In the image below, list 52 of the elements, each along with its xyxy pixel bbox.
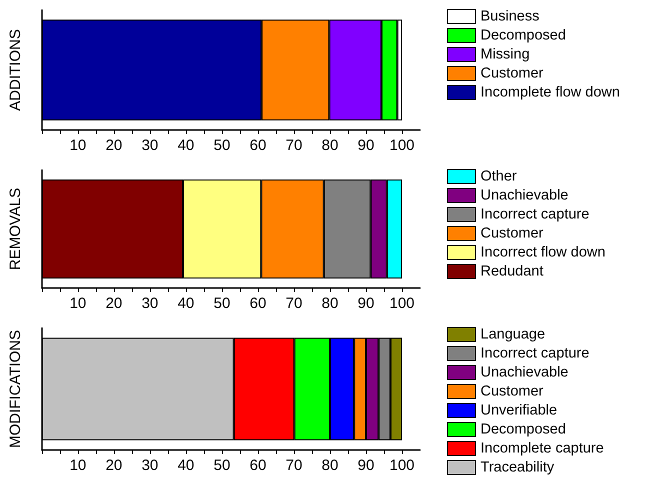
legend-label: Missing [480,46,530,62]
x-tick-label: 20 [106,457,122,474]
legend-label: Customer [480,384,544,400]
x-tick-label: 70 [286,137,302,154]
x-tick-label: 40 [178,457,194,474]
legend-label: Incomplete flow down [480,84,620,100]
x-tick-label: 90 [358,457,374,474]
y-axis-title: ADDITIONS [7,29,24,111]
x-tick-label: 40 [178,137,194,154]
x-tick-label: 80 [322,295,338,312]
legend-label: Other [480,168,517,184]
legend-label: Customer [480,226,544,242]
legend-label: Decomposed [480,422,566,438]
x-tick-label: 60 [250,457,266,474]
legend-label: Incorrect capture [480,346,590,362]
legend-label: Incorrect flow down [480,244,606,260]
x-tick-label: 50 [214,295,230,312]
legend-label: Incomplete capture [480,440,604,456]
x-tick-label: 100 [389,457,415,474]
legend-label: Language [480,326,546,342]
legend-label: Business [480,8,540,24]
legend-label: Traceability [480,460,555,476]
x-tick-label: 80 [322,457,338,474]
legend-label: Unachievable [480,364,568,380]
x-tick-label: 10 [70,295,86,312]
x-tick-label: 40 [178,295,194,312]
x-tick-label: 60 [250,137,266,154]
x-tick-label: 30 [142,295,158,312]
x-tick-label: 90 [358,137,374,154]
x-tick-label: 80 [322,137,338,154]
x-tick-label: 50 [214,457,230,474]
x-tick-label: 10 [70,137,86,154]
x-tick-label: 60 [250,295,266,312]
x-tick-label: 10 [70,457,86,474]
x-tick-label: 20 [106,295,122,312]
x-tick-label: 30 [142,457,158,474]
legend-label: Decomposed [480,28,566,44]
x-tick-label: 90 [358,295,374,312]
x-tick-label: 100 [389,137,415,154]
x-tick-label: 70 [286,457,302,474]
legend-label: Customer [480,66,544,82]
legend-label: Redudant [480,264,544,280]
x-tick-label: 20 [106,137,122,154]
legend-label: Unachievable [480,188,568,204]
y-axis-title: MODIFICATIONS [7,330,24,448]
x-tick-label: 100 [389,295,415,312]
x-tick-label: 50 [214,137,230,154]
legend-label: Unverifiable [480,402,558,418]
x-tick-label: 70 [286,295,302,312]
y-axis-title: REMOVALS [7,188,24,270]
x-tick-label: 30 [142,137,158,154]
legend-label: Incorrect capture [480,206,590,222]
